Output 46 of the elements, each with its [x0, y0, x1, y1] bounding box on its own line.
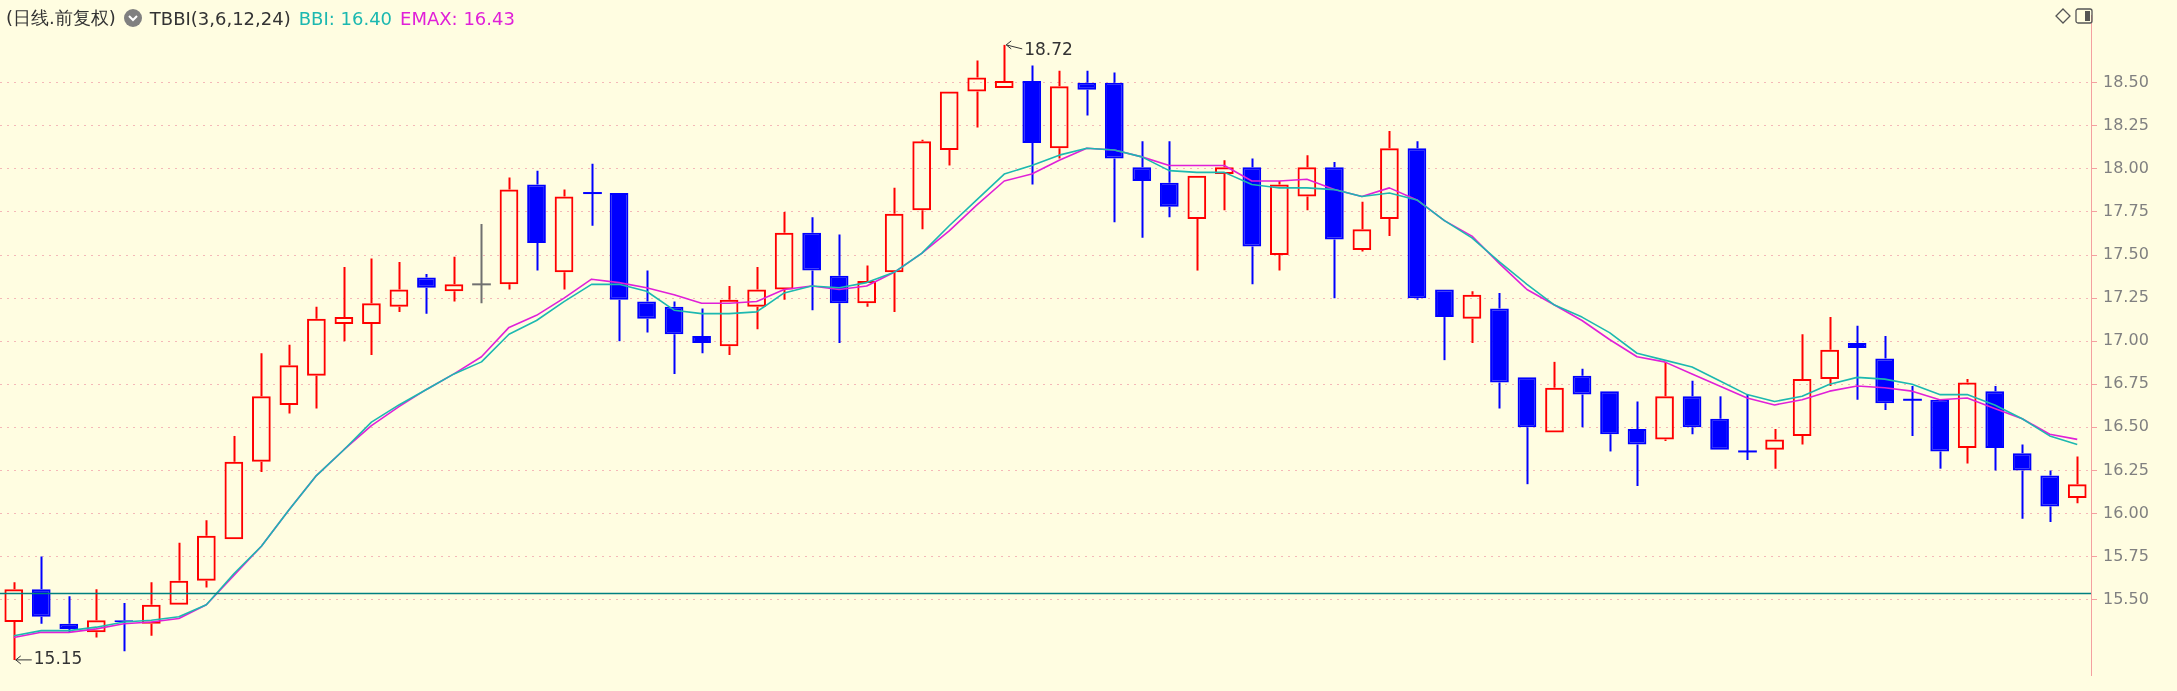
candlestick: [1435, 289, 1454, 362]
y-tick-label: 18.25: [2103, 115, 2149, 135]
chart-title: (日线.前复权): [6, 6, 116, 30]
y-tick-label: 17.50: [2103, 244, 2149, 264]
y-tick-label: 16.25: [2103, 459, 2149, 479]
y-tick-label: 17.25: [2103, 287, 2149, 307]
candlestick: [31, 555, 51, 625]
candlestick: [1930, 399, 1950, 470]
candlestick: [417, 273, 436, 315]
y-tick-label: 16.00: [2103, 502, 2149, 522]
candlestick: [802, 216, 821, 312]
candlestick: [471, 223, 492, 305]
y-tick-label: 15.75: [2103, 545, 2149, 565]
candlestick: [1600, 391, 1619, 453]
candlestick: [1490, 291, 1509, 410]
y-tick-label: 16.50: [2103, 416, 2149, 436]
candlestick: [1407, 140, 1427, 301]
chart-subtitle: TBBI(3,6,12,24): [149, 7, 291, 29]
y-tick-label: 17.75: [2103, 201, 2149, 221]
candlestick: [1737, 393, 1758, 462]
y-tick-label: 17.00: [2103, 330, 2149, 350]
candlestick: [582, 162, 603, 227]
candlestick: [1159, 140, 1179, 219]
candlestick: [1242, 157, 1262, 286]
candlestick: [1902, 384, 1923, 437]
candlestick: [1682, 379, 1702, 436]
candlestick: [1104, 71, 1124, 224]
candlestick: [1710, 395, 1729, 450]
y-tick-label: 16.75: [2103, 373, 2149, 393]
y-tick-label: 15.50: [2103, 588, 2149, 608]
candlestick: [1875, 335, 1895, 412]
candlestick: [2040, 469, 2060, 524]
candlestick: [1985, 384, 2005, 472]
candlestick: [692, 307, 711, 355]
candlestick: [1517, 377, 1537, 486]
y-tick-label: 18.50: [2103, 71, 2149, 91]
annotation: 18.72: [1024, 39, 1073, 60]
candlestick: [527, 169, 546, 272]
text: BBI: 16.40: [298, 7, 393, 29]
candlestick: [1325, 161, 1344, 300]
text: EMAX: 16.43: [400, 7, 515, 29]
candlestick: [1077, 69, 1097, 117]
y-tick-label: 18.00: [2103, 158, 2149, 178]
candlestick: [609, 193, 629, 343]
annotation: 15.15: [33, 648, 83, 669]
candlestick: [1022, 64, 1042, 186]
